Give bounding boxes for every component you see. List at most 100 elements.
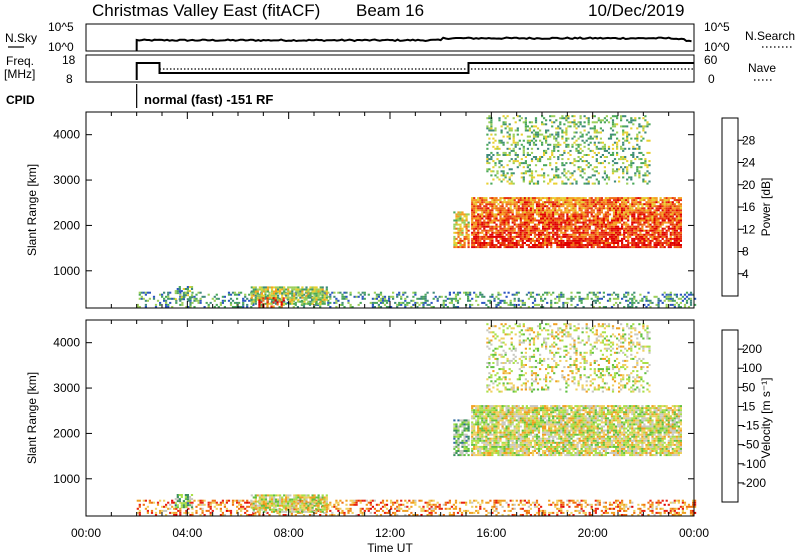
heatmap-cell xyxy=(510,168,513,171)
heatmap-cell xyxy=(479,215,482,218)
heatmap-cell xyxy=(607,162,611,165)
heatmap-cell xyxy=(154,507,158,510)
heatmap-cell xyxy=(275,288,278,291)
heatmap-cell xyxy=(525,199,528,202)
heatmap-cell xyxy=(275,302,278,305)
heatmap-cell xyxy=(578,201,581,204)
heatmap-cell xyxy=(578,227,581,230)
heatmap-cell xyxy=(467,246,470,249)
heatmap-cell xyxy=(273,290,276,293)
heatmap-cell xyxy=(495,217,498,220)
heatmap-cell xyxy=(657,237,660,240)
heatmap-cell xyxy=(519,244,522,246)
heatmap-cell xyxy=(240,306,243,308)
heatmap-cell xyxy=(531,227,535,230)
heatmap-cell xyxy=(562,227,565,230)
heatmap-cell xyxy=(373,507,376,510)
heatmap-cell xyxy=(199,291,202,294)
heatmap-cell xyxy=(585,178,588,181)
heatmap-cell xyxy=(540,242,543,244)
heatmap-cell xyxy=(213,505,216,508)
heatmap-cell xyxy=(363,509,366,512)
heatmap-cell xyxy=(351,306,354,308)
heatmap-cell xyxy=(513,303,516,306)
heatmap-cell xyxy=(580,209,583,212)
heatmap-cell xyxy=(217,503,220,506)
heatmap-cell xyxy=(621,217,624,220)
heatmap-cell xyxy=(343,511,346,514)
heatmap-cell xyxy=(558,205,561,208)
heatmap-cell xyxy=(325,288,328,291)
heatmap-cell xyxy=(182,288,185,290)
heatmap-cell xyxy=(331,505,334,508)
heatmap-cell xyxy=(530,178,534,181)
heatmap-cell xyxy=(596,223,599,226)
heatmap-cell xyxy=(574,211,577,214)
heatmap-cell xyxy=(485,229,488,232)
heatmap-cell xyxy=(317,294,320,297)
heatmap-cell xyxy=(556,209,559,212)
heatmap-cell xyxy=(525,231,528,234)
colorbar-tick-label: 12 xyxy=(742,222,756,236)
heatmap-cell xyxy=(548,213,551,216)
heatmap-cell xyxy=(597,180,600,183)
heatmap-cell xyxy=(578,225,581,228)
heatmap-cell xyxy=(422,303,425,306)
heatmap-cell xyxy=(383,303,387,306)
heatmap-cell xyxy=(583,172,586,175)
heatmap-cell xyxy=(611,115,615,118)
heatmap-cell xyxy=(605,176,608,179)
heatmap-cell xyxy=(610,231,614,234)
heatmap-cell xyxy=(587,176,590,179)
heatmap-cell xyxy=(622,133,625,136)
heatmap-cell xyxy=(489,244,492,246)
heatmap-cell xyxy=(617,225,620,228)
heatmap-cell xyxy=(501,231,504,234)
heatmap-cell xyxy=(565,176,568,179)
heatmap-cell xyxy=(471,217,474,220)
heatmap-cell xyxy=(631,242,634,244)
heatmap-cell xyxy=(177,509,180,512)
heatmap-cell xyxy=(426,299,429,302)
heatmap-cell xyxy=(637,242,640,244)
heatmap-cell xyxy=(576,221,579,224)
heatmap-cell xyxy=(594,197,597,200)
heatmap-cell xyxy=(522,162,525,165)
heatmap-cell xyxy=(576,219,579,222)
heatmap-cell xyxy=(657,227,660,230)
heatmap-cell xyxy=(593,151,596,154)
heatmap-cell xyxy=(436,505,439,508)
heatmap-cell xyxy=(544,197,547,200)
heatmap-cell xyxy=(575,180,578,183)
heatmap-cell xyxy=(309,294,312,297)
heatmap-cell xyxy=(592,239,595,242)
heatmap-cell xyxy=(301,290,304,293)
heatmap-cell xyxy=(555,170,558,173)
heatmap-cell xyxy=(671,215,674,218)
heatmap-cell xyxy=(635,203,638,206)
heatmap-cell xyxy=(539,158,542,161)
heatmap-cell xyxy=(467,235,470,238)
heatmap-cell xyxy=(651,233,654,236)
heatmap-cell xyxy=(622,129,625,132)
heatmap-cell xyxy=(285,288,288,291)
heatmap-cell xyxy=(533,217,537,220)
heatmap-cell xyxy=(543,123,546,126)
heatmap-cell xyxy=(624,115,627,118)
heatmap-cell xyxy=(252,511,255,514)
heatmap-cell xyxy=(453,242,456,244)
heatmap-cell xyxy=(619,301,622,304)
heatmap-cell xyxy=(473,227,476,230)
heatmap-cell xyxy=(636,156,639,158)
heatmap-cell xyxy=(223,503,226,506)
heatmap-cell xyxy=(463,225,466,228)
heatmap-cell xyxy=(645,215,648,218)
heatmap-cell xyxy=(297,286,300,289)
heatmap-cell xyxy=(665,213,668,216)
heatmap-cell xyxy=(428,303,431,306)
heatmap-cell xyxy=(521,299,524,302)
heatmap-cell xyxy=(515,242,518,244)
heatmap-cell xyxy=(598,301,601,304)
heatmap-cell xyxy=(515,219,518,222)
heatmap-cell xyxy=(142,297,145,300)
